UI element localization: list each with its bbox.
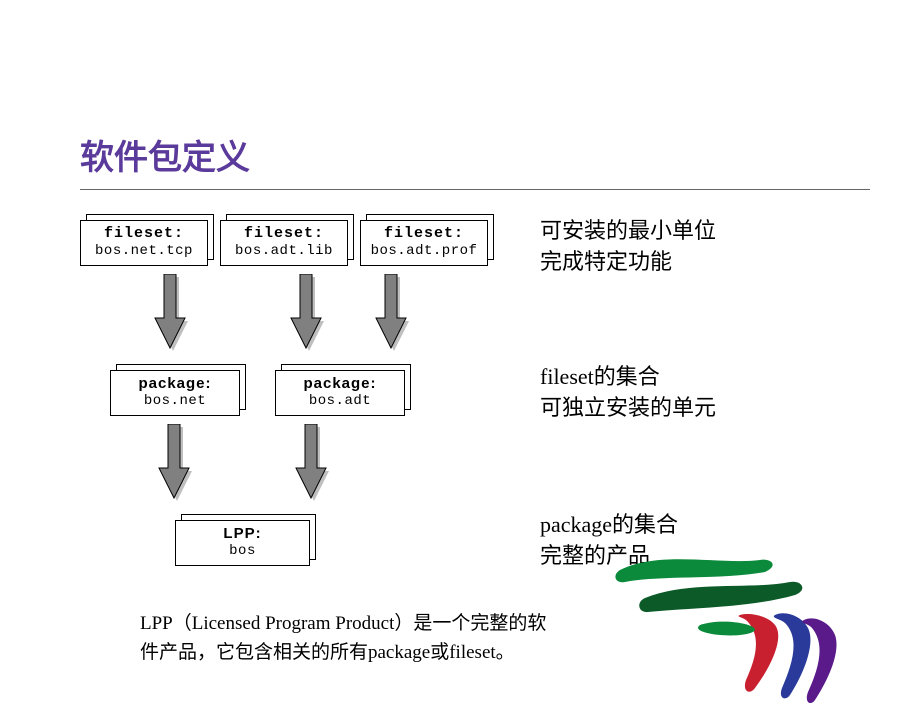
title-underline xyxy=(80,189,870,190)
desc-line: 可安装的最小单位 xyxy=(540,216,716,247)
package-box-1: package: bos.net xyxy=(110,370,240,416)
fileset-name: bos.adt.prof xyxy=(367,243,481,259)
arrow-down-icon xyxy=(158,424,188,504)
slide: 软件包定义 fileset: bos.net.tcp fileset: bos.… xyxy=(80,130,860,700)
lpp-name: bos xyxy=(182,543,303,559)
desc-fileset: 可安装的最小单位 完成特定功能 xyxy=(540,216,716,278)
arrow-down-icon xyxy=(295,424,325,504)
package-label: package: xyxy=(117,375,233,392)
fileset-box-2: fileset: bos.adt.lib xyxy=(220,220,348,266)
brush-stroke-decoration xyxy=(590,520,850,720)
arrow-down-icon xyxy=(154,274,184,354)
fileset-name: bos.net.tcp xyxy=(87,243,201,259)
diagram-area: fileset: bos.net.tcp fileset: bos.adt.li… xyxy=(80,210,860,700)
note-line: LPP（Licensed Program Product）是一个完整的软 xyxy=(140,610,660,639)
arrow-down-icon xyxy=(290,274,320,354)
package-box-2: package: bos.adt xyxy=(275,370,405,416)
lpp-label: LPP: xyxy=(182,525,303,542)
package-name: bos.net xyxy=(117,393,233,409)
package-name: bos.adt xyxy=(282,393,398,409)
desc-line: 完成特定功能 xyxy=(540,247,716,278)
bottom-note: LPP（Licensed Program Product）是一个完整的软 件产品… xyxy=(140,610,660,667)
fileset-label: fileset: xyxy=(87,225,201,242)
desc-line: fileset的集合 xyxy=(540,362,716,393)
slide-title: 软件包定义 xyxy=(80,130,860,179)
fileset-label: fileset: xyxy=(227,225,341,242)
lpp-box: LPP: bos xyxy=(175,520,310,566)
package-label: package: xyxy=(282,375,398,392)
fileset-box-3: fileset: bos.adt.prof xyxy=(360,220,488,266)
fileset-label: fileset: xyxy=(367,225,481,242)
desc-line: 可独立安装的单元 xyxy=(540,393,716,424)
arrow-down-icon xyxy=(375,274,405,354)
fileset-name: bos.adt.lib xyxy=(227,243,341,259)
fileset-box-1: fileset: bos.net.tcp xyxy=(80,220,208,266)
desc-package: fileset的集合 可独立安装的单元 xyxy=(540,362,716,424)
note-line: 件产品，它包含相关的所有package或fileset。 xyxy=(140,639,660,668)
